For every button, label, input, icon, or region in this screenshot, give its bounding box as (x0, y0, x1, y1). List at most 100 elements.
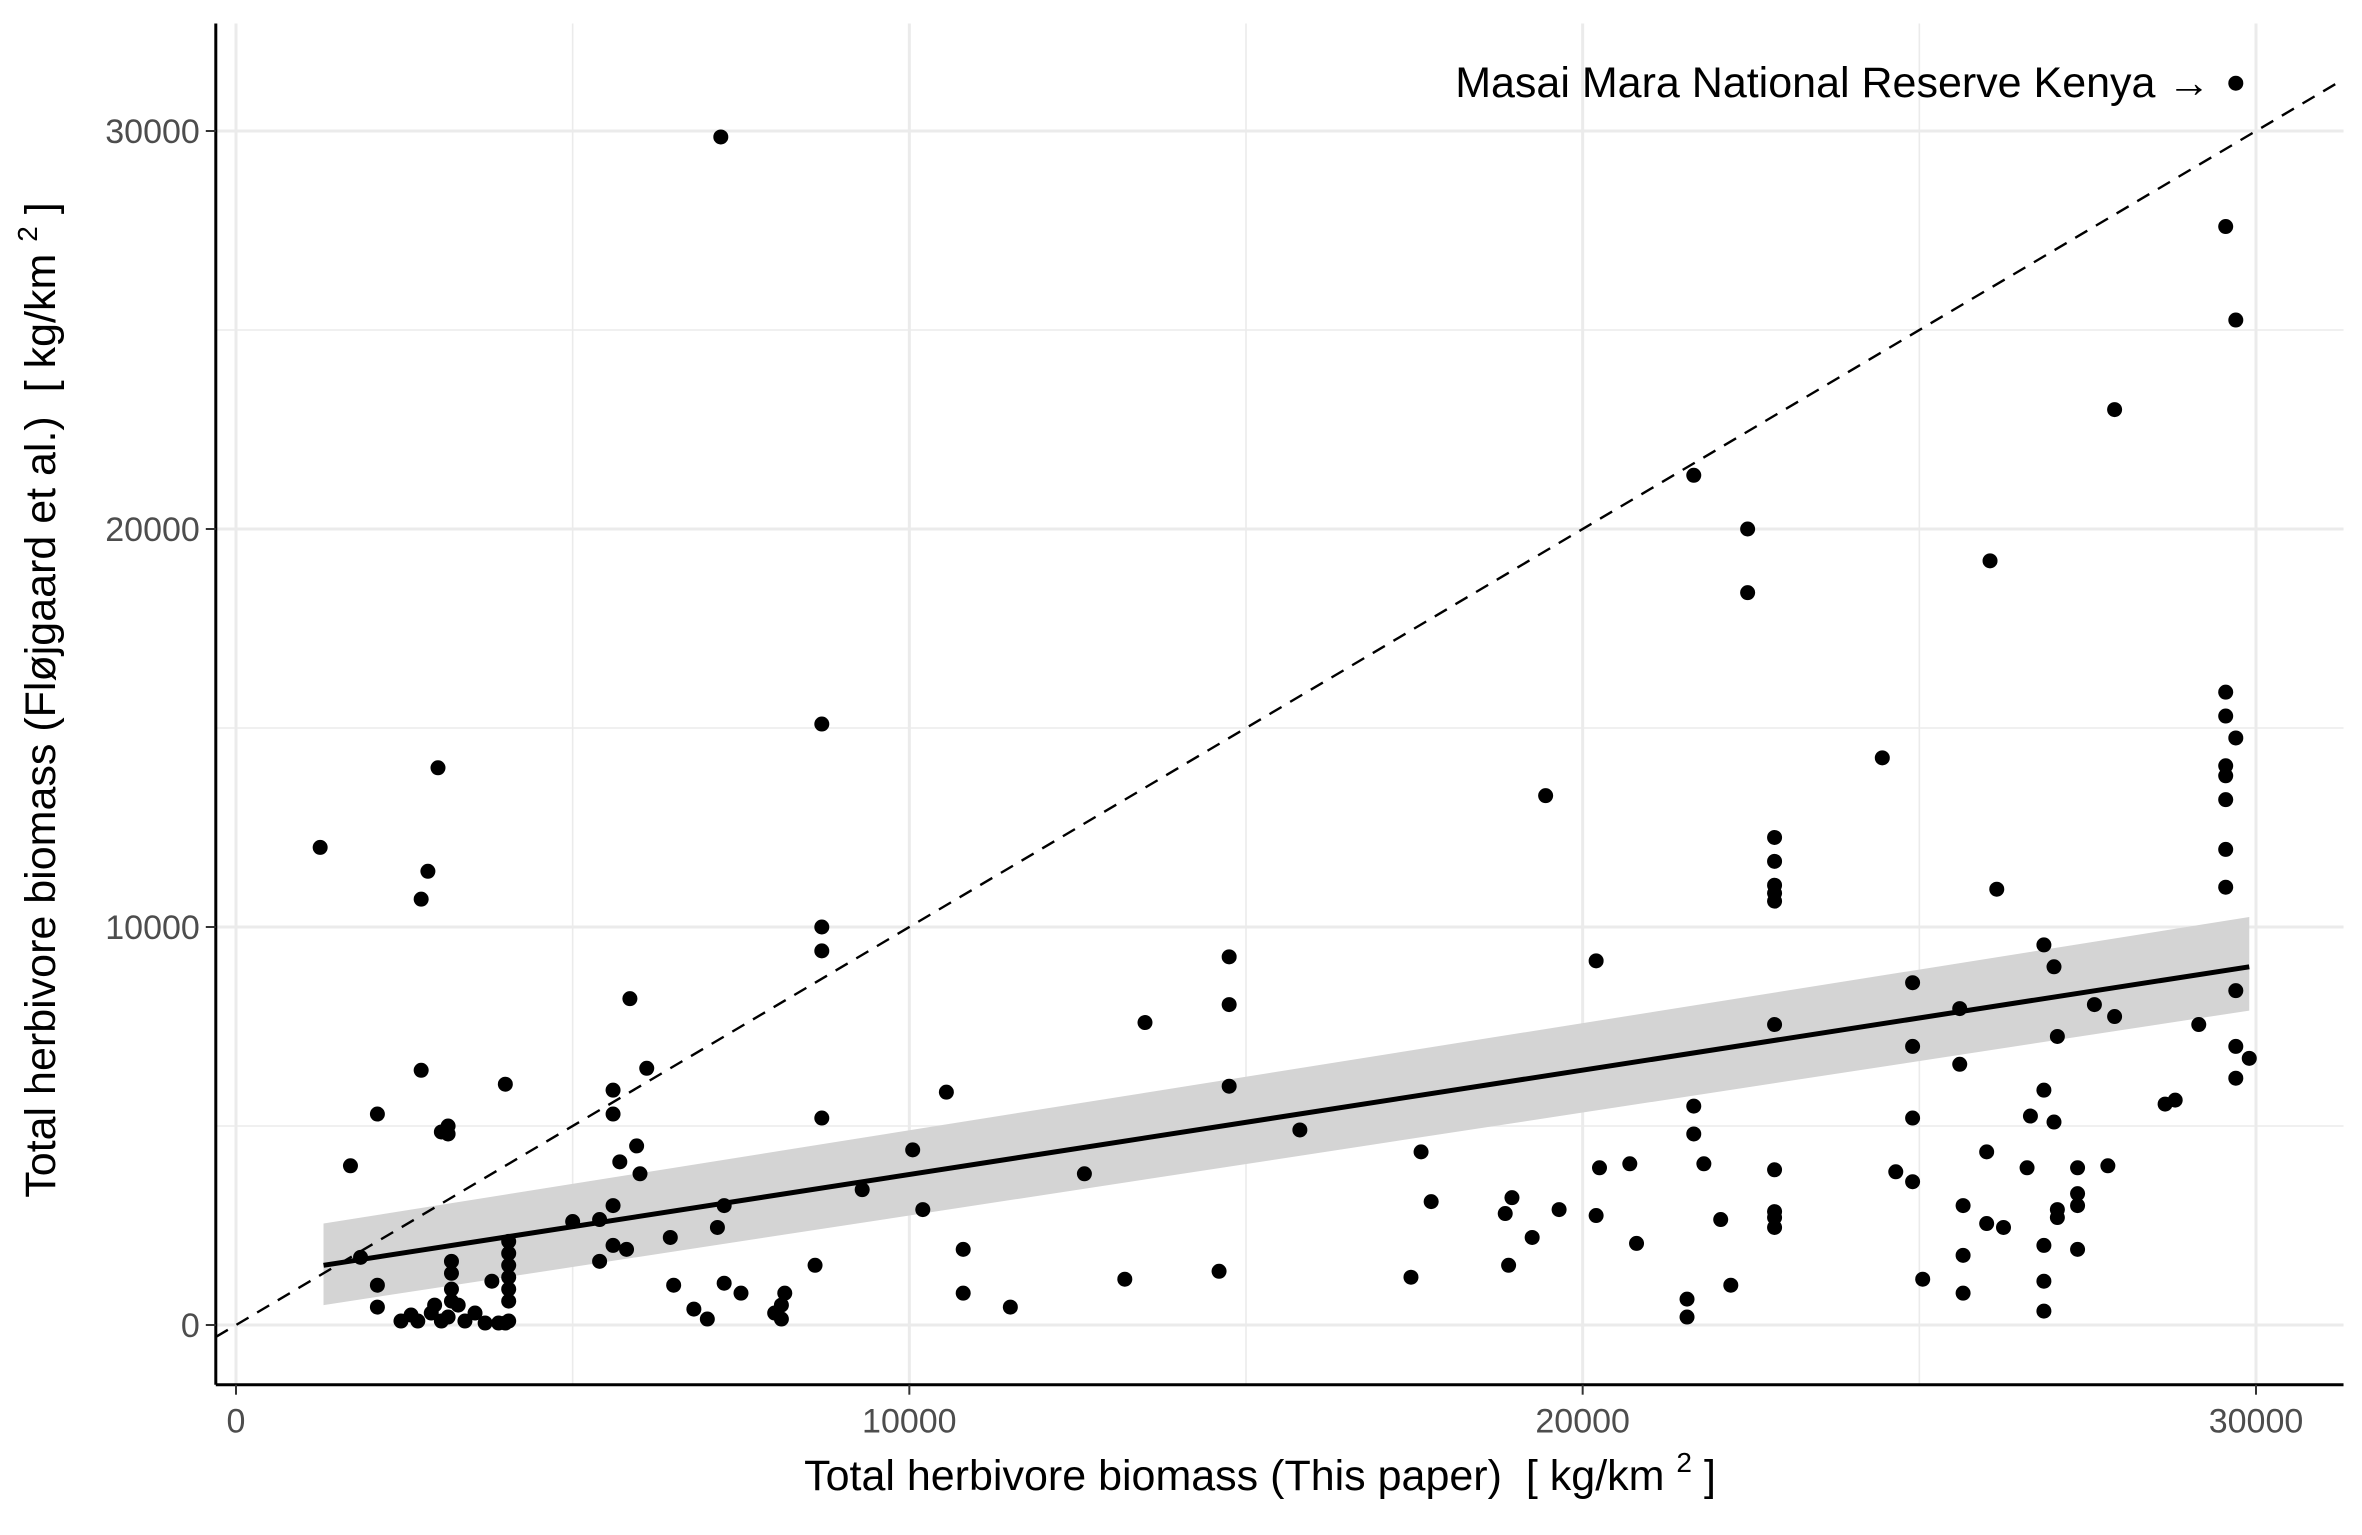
data-point (353, 1249, 369, 1265)
data-point (1497, 1206, 1513, 1222)
data-point (955, 1241, 971, 1257)
data-point (430, 760, 446, 776)
data-point (666, 1277, 682, 1293)
x-tick-label: 10000 (862, 1403, 957, 1441)
data-point (1952, 1056, 1968, 1072)
data-point (592, 1212, 608, 1228)
data-point (709, 1219, 725, 1235)
data-point (477, 1315, 493, 1331)
data-point (1767, 1219, 1783, 1235)
data-point (1979, 1216, 1995, 1232)
data-point (2228, 1038, 2244, 1054)
y-axis-title-unit-sup: 2 (12, 226, 43, 242)
data-point (713, 129, 729, 145)
data-point (1211, 1263, 1227, 1279)
data-point (2218, 768, 2234, 784)
data-point (501, 1281, 517, 1297)
data-point (1686, 1126, 1702, 1142)
data-point (2086, 997, 2102, 1013)
data-point (2022, 1108, 2038, 1124)
data-point (443, 1281, 459, 1297)
data-point (1002, 1299, 1018, 1315)
data-point (1629, 1235, 1645, 1251)
data-point (1767, 829, 1783, 845)
data-point (443, 1253, 459, 1269)
data-point (501, 1245, 517, 1261)
data-point (773, 1297, 789, 1313)
data-point (629, 1138, 645, 1154)
data-point (622, 991, 638, 1007)
data-point (2036, 1273, 2052, 1289)
x-axis-title-unit-close: ] (1704, 1452, 1716, 1500)
data-point (2218, 219, 2234, 235)
data-point (497, 1076, 513, 1092)
y-axis-title-main: Total herbivore biomass (Fløjgaard et al… (17, 416, 65, 1197)
data-point (1905, 1038, 1921, 1054)
data-points (312, 75, 2257, 1331)
data-point (312, 839, 328, 855)
data-point (2228, 730, 2244, 746)
confidence-band (323, 917, 2250, 1306)
masai-mara-annotation: Masai Mara National Reserve Kenya → (1455, 59, 2210, 107)
data-point (854, 1182, 870, 1198)
data-point (2070, 1160, 2086, 1176)
data-point (686, 1301, 702, 1317)
data-point (2191, 1017, 2207, 1033)
data-point (1413, 1144, 1429, 1160)
data-point (639, 1060, 655, 1076)
data-point (457, 1313, 473, 1329)
data-point (2107, 402, 2123, 418)
data-point (915, 1202, 931, 1218)
data-point (1955, 1247, 1971, 1263)
data-point (2049, 1028, 2065, 1044)
y-tick-label: 30000 (105, 113, 200, 151)
data-point (1888, 1164, 1904, 1180)
data-point (1622, 1156, 1638, 1172)
data-point (501, 1269, 517, 1285)
data-point (2218, 841, 2234, 857)
data-point (501, 1233, 517, 1249)
data-point (1221, 1078, 1237, 1094)
data-point (605, 1198, 621, 1214)
data-point (1767, 1162, 1783, 1178)
data-point (605, 1082, 621, 1098)
data-point (1686, 1098, 1702, 1114)
data-point (440, 1309, 456, 1325)
x-axis-title: Total herbivore biomass (This paper) [ k… (804, 1434, 1716, 1500)
data-point (369, 1277, 385, 1293)
data-point (1524, 1229, 1540, 1245)
data-point (2100, 1158, 2116, 1174)
x-tick-label: 30000 (2209, 1403, 2304, 1441)
data-point (2036, 1237, 2052, 1253)
data-point (1588, 953, 1604, 969)
data-point (2046, 1114, 2062, 1130)
data-point (1767, 853, 1783, 869)
data-point (1905, 975, 1921, 991)
data-point (1588, 1208, 1604, 1224)
data-point (955, 1285, 971, 1301)
data-point (814, 1110, 830, 1126)
data-point (2070, 1186, 2086, 1202)
y-tick-label: 20000 (105, 511, 200, 549)
data-point (807, 1257, 823, 1273)
data-point (369, 1299, 385, 1315)
data-point (814, 943, 830, 959)
data-point (1117, 1271, 1133, 1287)
data-point (1696, 1156, 1712, 1172)
data-point (605, 1237, 621, 1253)
y-tick-label: 10000 (105, 909, 200, 947)
x-tick-label: 20000 (1535, 1403, 1630, 1441)
data-point (427, 1297, 443, 1313)
data-point (1952, 1001, 1968, 1017)
data-point (413, 1062, 429, 1078)
y-axis-title-unit: [ kg/km (17, 254, 65, 393)
data-point (1740, 521, 1756, 537)
data-point (2228, 1070, 2244, 1086)
x-tick-label: 0 (227, 1403, 246, 1441)
data-point (773, 1311, 789, 1327)
data-point (1905, 1174, 1921, 1190)
identity-reference-line (215, 78, 2345, 1338)
data-point (1551, 1202, 1567, 1218)
data-point (2228, 983, 2244, 999)
